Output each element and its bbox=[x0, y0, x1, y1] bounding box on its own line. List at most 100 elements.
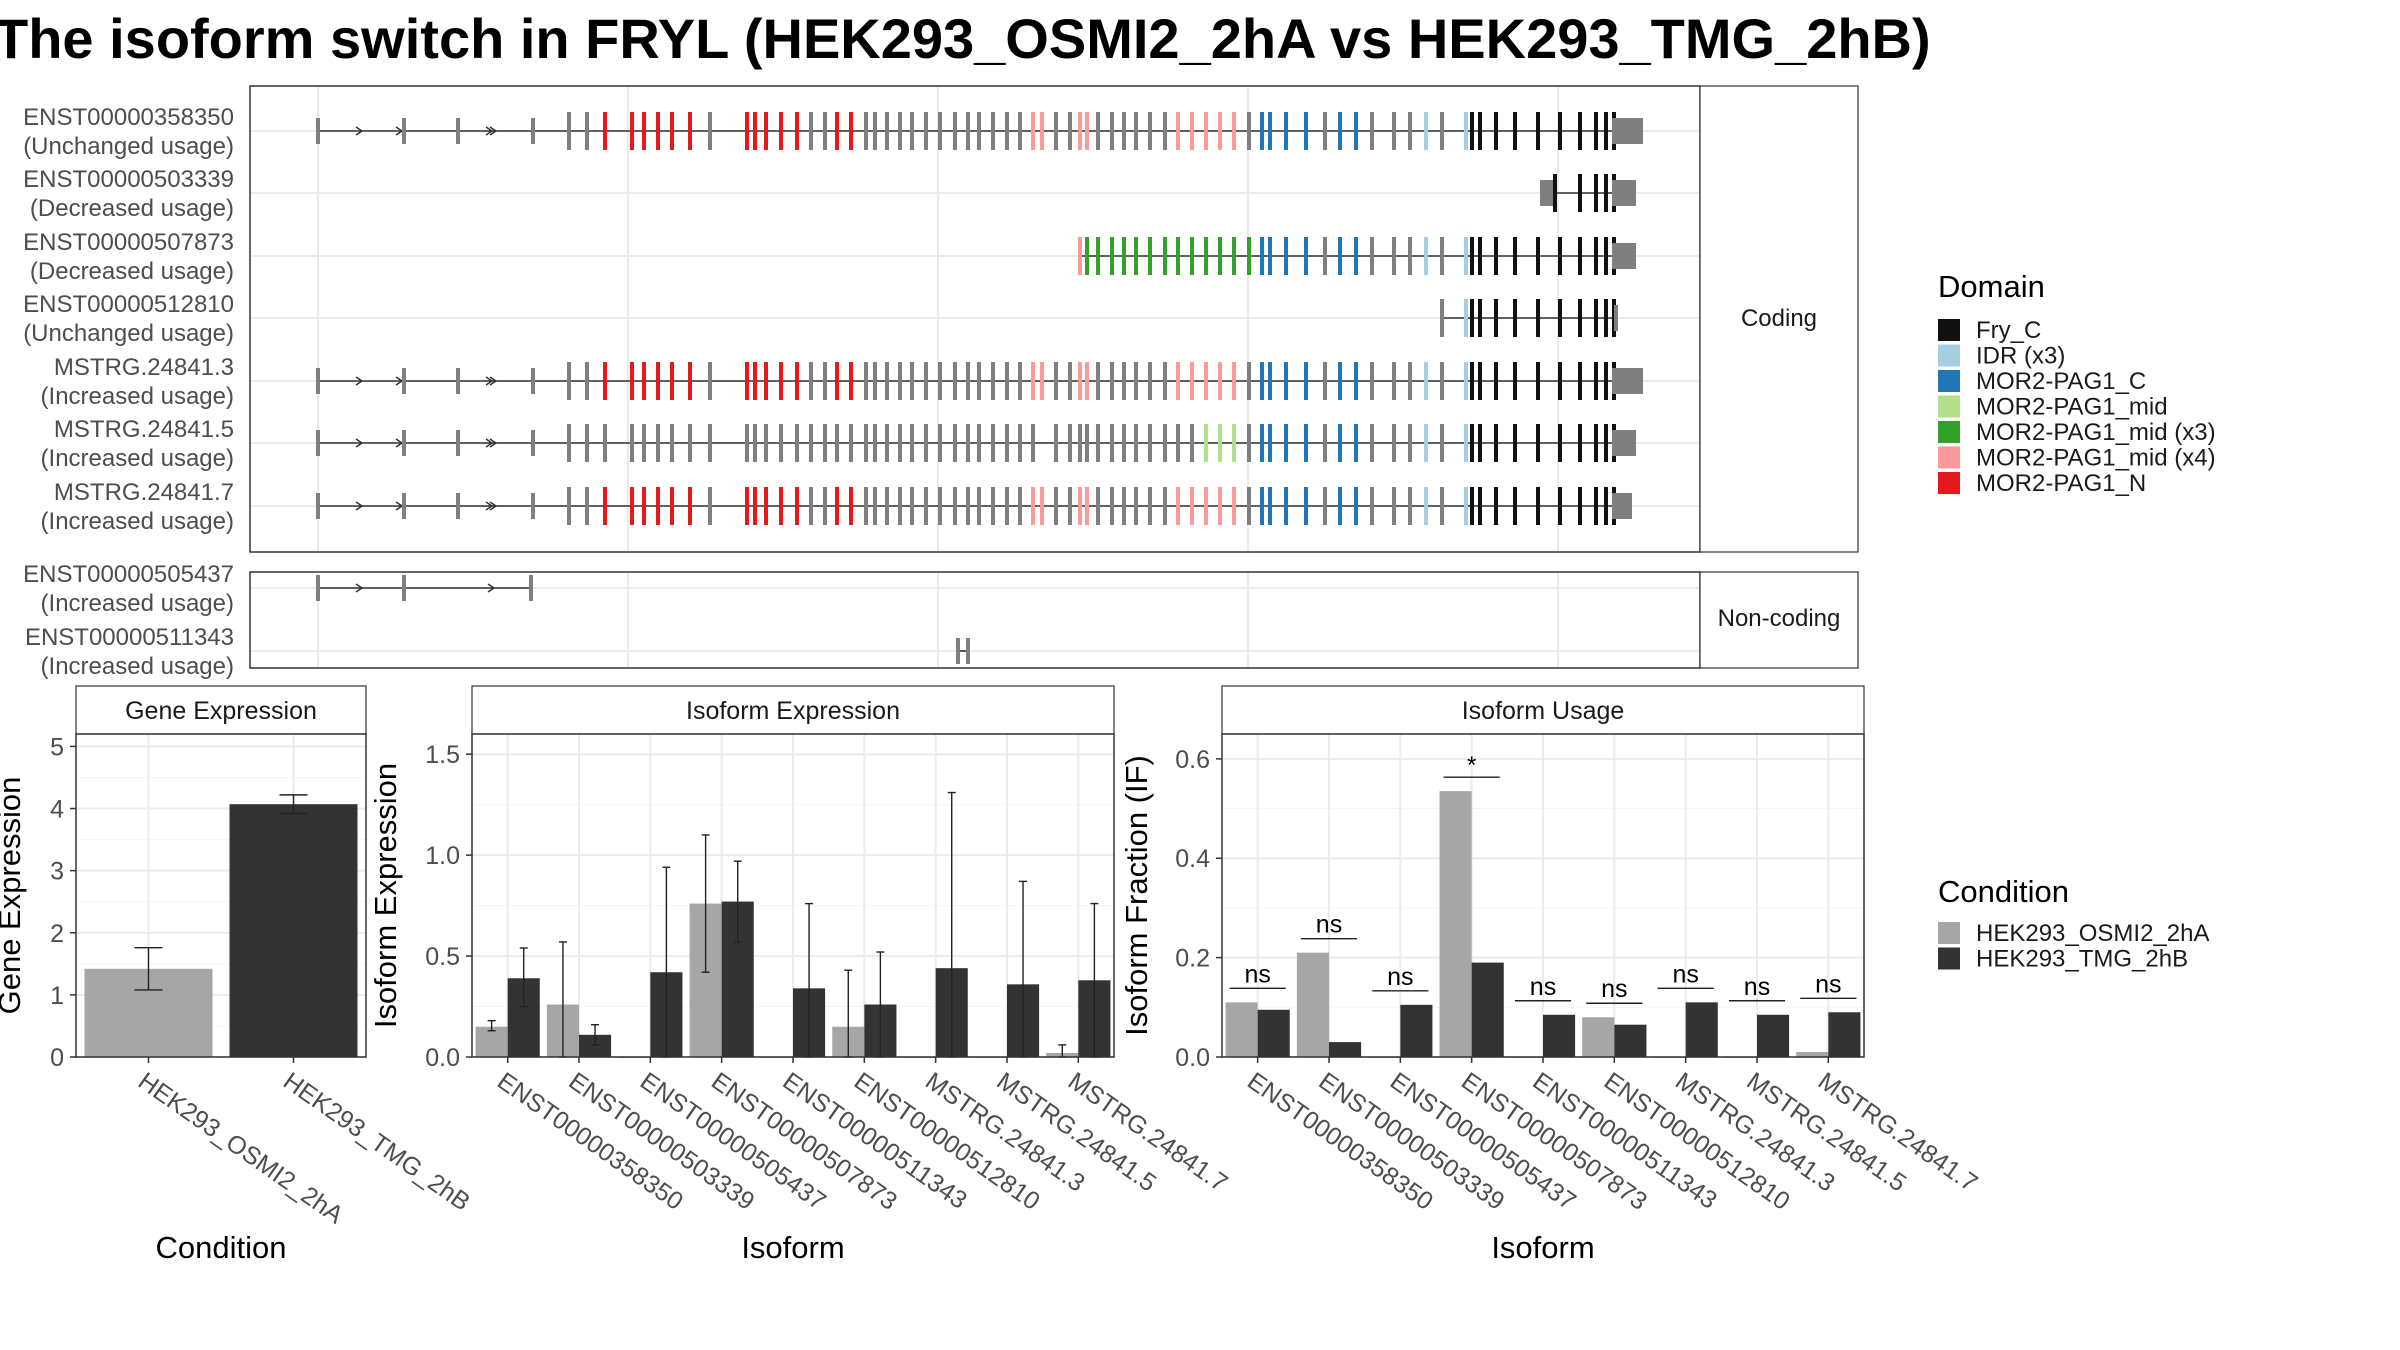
legend-label: MOR2-PAG1_mid bbox=[1976, 394, 2168, 421]
exon bbox=[1604, 299, 1608, 337]
strand-arrow bbox=[355, 438, 364, 448]
exon bbox=[835, 487, 839, 525]
exon bbox=[1536, 112, 1540, 150]
exon bbox=[1260, 112, 1264, 150]
exon bbox=[1536, 362, 1540, 400]
exon bbox=[1304, 237, 1308, 275]
exon bbox=[630, 487, 634, 525]
legend-swatch bbox=[1938, 319, 1960, 341]
exon bbox=[1096, 424, 1100, 462]
significance-label: ns bbox=[1815, 970, 1841, 998]
exon bbox=[567, 112, 571, 150]
exon bbox=[835, 112, 839, 150]
exon bbox=[1408, 487, 1412, 525]
exon bbox=[779, 424, 783, 462]
y-axis-title: Isoform Fraction (IF) bbox=[1119, 755, 1154, 1036]
exon bbox=[864, 362, 868, 400]
exon bbox=[1134, 237, 1138, 275]
exon bbox=[1096, 487, 1100, 525]
y-tick-label: 0.2 bbox=[1175, 945, 1210, 973]
y-tick-label: 3 bbox=[50, 858, 64, 886]
y-tick-label: 0.0 bbox=[1175, 1044, 1210, 1072]
exon bbox=[1148, 424, 1152, 462]
exon bbox=[1513, 237, 1517, 275]
exon bbox=[885, 362, 889, 400]
exon bbox=[1604, 424, 1608, 462]
exon bbox=[809, 424, 813, 462]
exon bbox=[1370, 112, 1374, 150]
exon bbox=[1054, 362, 1058, 400]
exon bbox=[1218, 424, 1222, 462]
exon bbox=[1578, 237, 1582, 275]
exon bbox=[1122, 487, 1126, 525]
exon bbox=[1424, 424, 1428, 462]
significance-label: ns bbox=[1601, 975, 1627, 1003]
exon bbox=[1323, 424, 1327, 462]
exon bbox=[1536, 299, 1540, 337]
exon bbox=[1218, 362, 1222, 400]
exon bbox=[585, 362, 589, 400]
y-tick-label: 2 bbox=[50, 920, 64, 948]
significance-label: ns bbox=[1530, 973, 1556, 1001]
exon bbox=[1594, 237, 1598, 275]
exon bbox=[1494, 424, 1498, 462]
exon bbox=[898, 112, 902, 150]
exon bbox=[1578, 424, 1582, 462]
exon bbox=[670, 362, 674, 400]
exon bbox=[1218, 237, 1222, 275]
exon bbox=[316, 368, 320, 394]
exon bbox=[1464, 424, 1468, 462]
exon bbox=[1260, 362, 1264, 400]
exon bbox=[529, 575, 533, 601]
exon-utr bbox=[1614, 305, 1618, 331]
exon bbox=[1110, 237, 1114, 275]
exon bbox=[1218, 487, 1222, 525]
exon bbox=[1190, 112, 1194, 150]
exon bbox=[924, 362, 928, 400]
transcript-usage: (Increased usage) bbox=[41, 590, 234, 617]
exon bbox=[1513, 299, 1517, 337]
bar bbox=[1828, 1012, 1861, 1057]
exon bbox=[1163, 487, 1167, 525]
exon bbox=[1464, 112, 1468, 150]
transcript-id: ENST00000512810 bbox=[23, 291, 234, 318]
exon bbox=[1408, 237, 1412, 275]
strip-noncoding bbox=[1699, 571, 1859, 669]
exon bbox=[1110, 112, 1114, 150]
exon bbox=[456, 118, 460, 144]
exon bbox=[795, 487, 799, 525]
exon bbox=[1536, 424, 1540, 462]
exon bbox=[708, 424, 712, 462]
exon bbox=[585, 112, 589, 150]
exon bbox=[1470, 299, 1474, 337]
exon bbox=[567, 424, 571, 462]
exon bbox=[456, 430, 460, 456]
exon bbox=[1031, 487, 1035, 525]
exon bbox=[864, 424, 868, 462]
exon bbox=[1440, 424, 1444, 462]
exon bbox=[1594, 424, 1598, 462]
bar bbox=[1685, 1002, 1718, 1057]
exon bbox=[531, 430, 535, 456]
exon bbox=[1370, 237, 1374, 275]
exon bbox=[1190, 362, 1194, 400]
exon bbox=[991, 424, 995, 462]
exon bbox=[1268, 487, 1272, 525]
exon bbox=[1338, 487, 1342, 525]
exon-utr bbox=[1612, 368, 1643, 394]
bar bbox=[475, 1026, 508, 1057]
exon bbox=[977, 362, 981, 400]
exon bbox=[1424, 487, 1428, 525]
exon bbox=[1148, 362, 1152, 400]
exon bbox=[1464, 487, 1468, 525]
exon bbox=[630, 112, 634, 150]
y-axis-title: Gene Expression bbox=[0, 777, 27, 1015]
exon bbox=[1536, 237, 1540, 275]
exon bbox=[456, 493, 460, 519]
exon bbox=[1558, 362, 1562, 400]
significance-label: ns bbox=[1244, 960, 1270, 988]
exon bbox=[1478, 112, 1482, 150]
exon bbox=[1054, 112, 1058, 150]
exon bbox=[1392, 112, 1396, 150]
exon bbox=[795, 362, 799, 400]
